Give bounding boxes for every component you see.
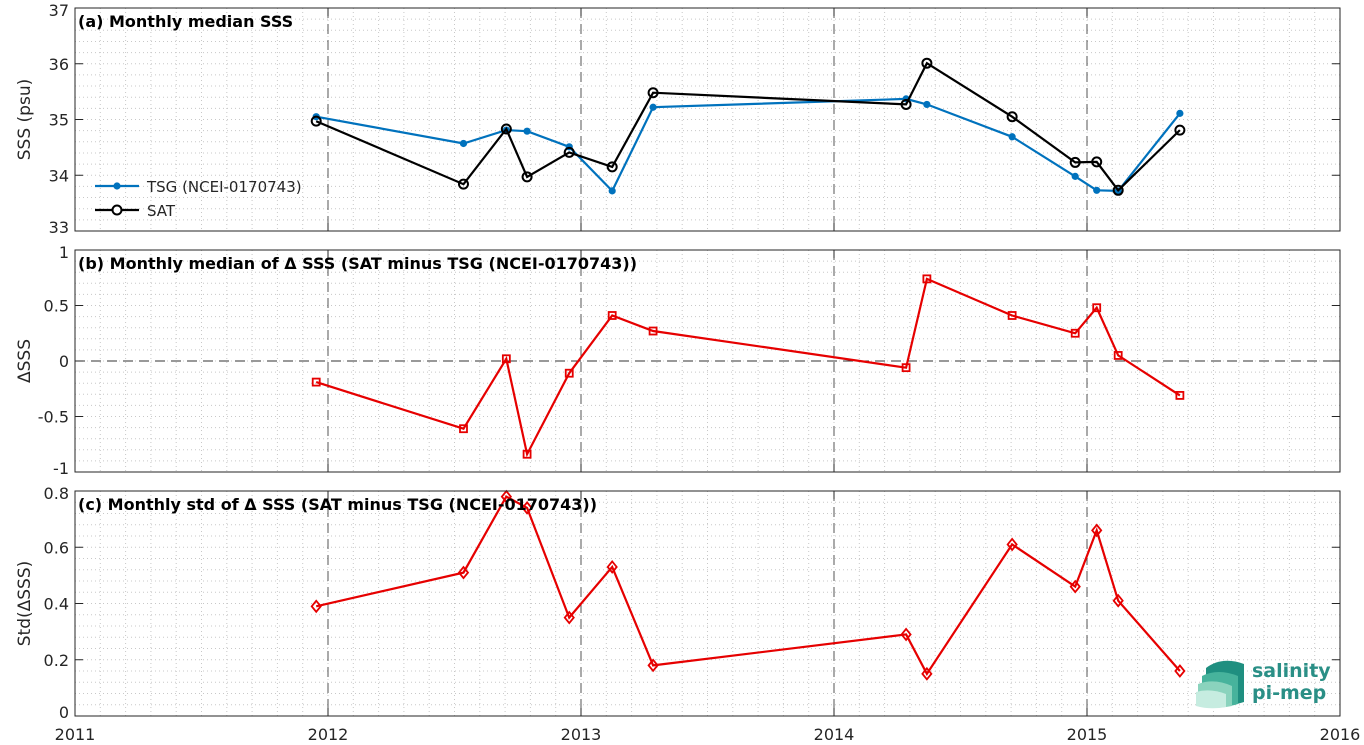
- y-axis-label-c: Std(ΔSSS): [15, 561, 35, 647]
- x-tick-label: 2011: [55, 725, 96, 744]
- data-point-0-1-8: [921, 57, 933, 69]
- y-tick-label: 0.6: [44, 538, 69, 557]
- data-point-0-1-5: [606, 161, 618, 173]
- data-point-2-0-3: [521, 500, 533, 515]
- legend-marker-0: [113, 182, 121, 190]
- data-point-2-0-8: [921, 666, 933, 681]
- y-tick-label: 33: [49, 218, 69, 237]
- data-point-1-0-7: [901, 363, 911, 373]
- y-tick-label: 0: [59, 703, 69, 722]
- data-point-0-0-11: [1093, 186, 1101, 194]
- legend-marker-1: [111, 204, 123, 216]
- data-point-2-0-6: [647, 658, 659, 673]
- data-point-1-0-13: [1175, 391, 1185, 400]
- y-tick-label: 1: [59, 243, 69, 262]
- y-tick-label: -1: [53, 459, 69, 478]
- data-point-2-0-12: [1112, 593, 1124, 608]
- axes-layer: [74, 7, 1341, 717]
- y-axis-label-a: SSS (psu): [15, 79, 35, 160]
- data-point-2-0-11: [1091, 523, 1103, 538]
- y-tick-label: 36: [49, 55, 69, 74]
- series-line-2-0: [315, 495, 1181, 676]
- x-tick-label: 2015: [1067, 725, 1108, 744]
- data-point-0-0-6: [649, 103, 657, 111]
- data-point-1-0-5: [607, 311, 617, 320]
- logo-line1: salinity: [1252, 660, 1331, 682]
- data-point-0-0-8: [923, 100, 931, 109]
- data-point-1-0-2: [501, 354, 511, 364]
- data-point-0-1-12: [1112, 184, 1124, 196]
- legend-entry-1: SAT: [147, 202, 176, 220]
- panel-title-a: (a) Monthly median SSS: [78, 12, 293, 31]
- data-point-1-0-1: [459, 424, 468, 434]
- data-point-1-0-0: [311, 377, 321, 387]
- data-point-0-0-9: [1008, 133, 1016, 141]
- data-layer: [95, 57, 1186, 681]
- data-point-2-0-10: [1069, 579, 1081, 594]
- data-point-2-0-5: [606, 560, 618, 574]
- y-tick-label: 34: [49, 166, 69, 185]
- data-point-1-0-10: [1070, 328, 1080, 338]
- data-point-2-0-0: [310, 599, 322, 614]
- data-point-0-1-0: [310, 115, 322, 127]
- x-tick-label: 2016: [1320, 725, 1361, 744]
- y-tick-label: 0.8: [44, 484, 69, 503]
- y-tick-label: 0.4: [44, 595, 69, 614]
- data-point-0-1-13: [1174, 124, 1186, 136]
- data-point-0-1-6: [647, 87, 659, 99]
- panel-title-c: (c) Monthly std of Δ SSS (SAT minus TSG …: [78, 495, 597, 514]
- data-point-2-0-7: [900, 627, 912, 642]
- salinity-pi-mep-logo: salinity pi-mep: [1196, 660, 1331, 709]
- x-tick-label: 2012: [308, 725, 349, 744]
- data-point-2-0-4: [563, 610, 575, 625]
- data-point-0-1-9: [1006, 111, 1018, 123]
- data-point-0-0-13: [1176, 109, 1184, 117]
- y-tick-label: 0.5: [44, 297, 69, 316]
- data-point-1-0-6: [648, 326, 658, 336]
- legend-entry-0: TSG (NCEI-0170743): [146, 178, 302, 196]
- logo-wave-icon: [1196, 660, 1244, 709]
- data-point-2-0-2: [500, 489, 513, 504]
- data-point-0-1-2: [500, 123, 512, 135]
- data-point-2-0-13: [1174, 664, 1186, 678]
- data-point-2-0-9: [1006, 537, 1018, 552]
- data-point-0-1-10: [1069, 156, 1081, 168]
- y-tick-label: 37: [49, 1, 69, 20]
- data-point-0-1-7: [900, 98, 912, 110]
- data-point-1-0-11: [1092, 303, 1102, 313]
- data-point-1-0-8: [922, 274, 932, 284]
- grid-layer: [74, 8, 1341, 716]
- data-point-0-0-3: [523, 127, 531, 135]
- y-tick-label: 0: [59, 352, 69, 371]
- data-point-1-0-4: [564, 368, 574, 378]
- data-point-1-0-3: [522, 449, 532, 459]
- y-tick-label: 35: [49, 111, 69, 130]
- y-tick-label: -0.5: [38, 408, 69, 427]
- data-point-0-1-1: [457, 178, 469, 190]
- data-point-0-1-11: [1091, 156, 1103, 168]
- series-line-0-1: [315, 61, 1181, 192]
- y-tick-label: 0.2: [44, 651, 69, 670]
- logo-line2: pi-mep: [1252, 682, 1326, 704]
- series-line-1-0: [315, 277, 1181, 458]
- data-point-1-0-9: [1007, 311, 1017, 320]
- y-axis-label-b: ΔSSS: [15, 339, 35, 383]
- panel-title-b: (b) Monthly median of Δ SSS (SAT minus T…: [78, 254, 637, 273]
- x-tick-label: 2014: [814, 725, 855, 744]
- text-layer: 33 34 35 36 37 (a) Monthly median SSS SSS (psu…: [15, 1, 1360, 744]
- data-point-0-0-1: [459, 139, 468, 148]
- data-point-2-0-1: [457, 565, 470, 580]
- data-point-0-1-3: [521, 171, 533, 183]
- data-point-1-0-12: [1113, 351, 1123, 360]
- data-point-0-1-4: [563, 146, 575, 158]
- x-tick-label: 2013: [561, 725, 602, 744]
- data-point-0-0-10: [1071, 172, 1079, 180]
- data-point-0-0-5: [608, 187, 616, 195]
